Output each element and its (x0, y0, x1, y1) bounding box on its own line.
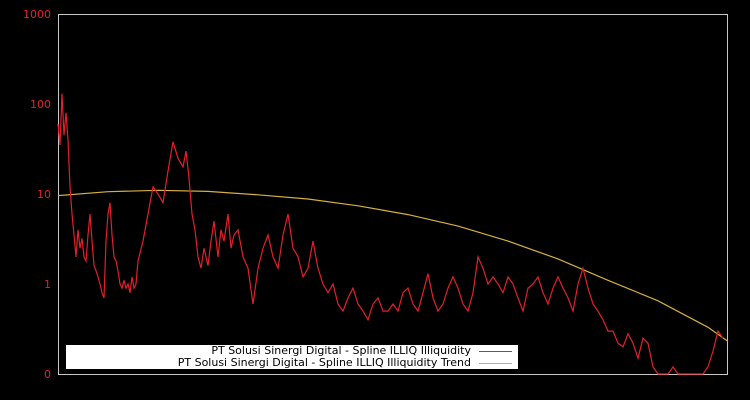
legend-swatch-red (479, 350, 512, 352)
legend-item-trend: PT Solusi Sinergi Digital - Spline ILLIQ… (178, 357, 512, 369)
y-tick-label: 10 (37, 188, 51, 201)
y-tick-label: 0 (44, 368, 51, 381)
illiquidity-series-line (57, 93, 724, 375)
chart-legend: PT Solusi Sinergi Digital - Spline ILLIQ… (66, 345, 518, 369)
y-tick-label: 100 (30, 98, 51, 111)
legend-label: PT Solusi Sinergi Digital - Spline ILLIQ… (177, 356, 471, 369)
y-tick-label: 1 (44, 278, 51, 291)
legend-item-illiquidity: PT Solusi Sinergi Digital - Spline ILLIQ… (211, 345, 512, 357)
legend-label: PT Solusi Sinergi Digital - Spline ILLIQ… (211, 344, 471, 357)
y-tick-label: 1000 (23, 8, 51, 21)
trend-series-line (57, 189, 729, 342)
plot-frame (58, 14, 728, 375)
legend-swatch-gold (479, 362, 512, 364)
